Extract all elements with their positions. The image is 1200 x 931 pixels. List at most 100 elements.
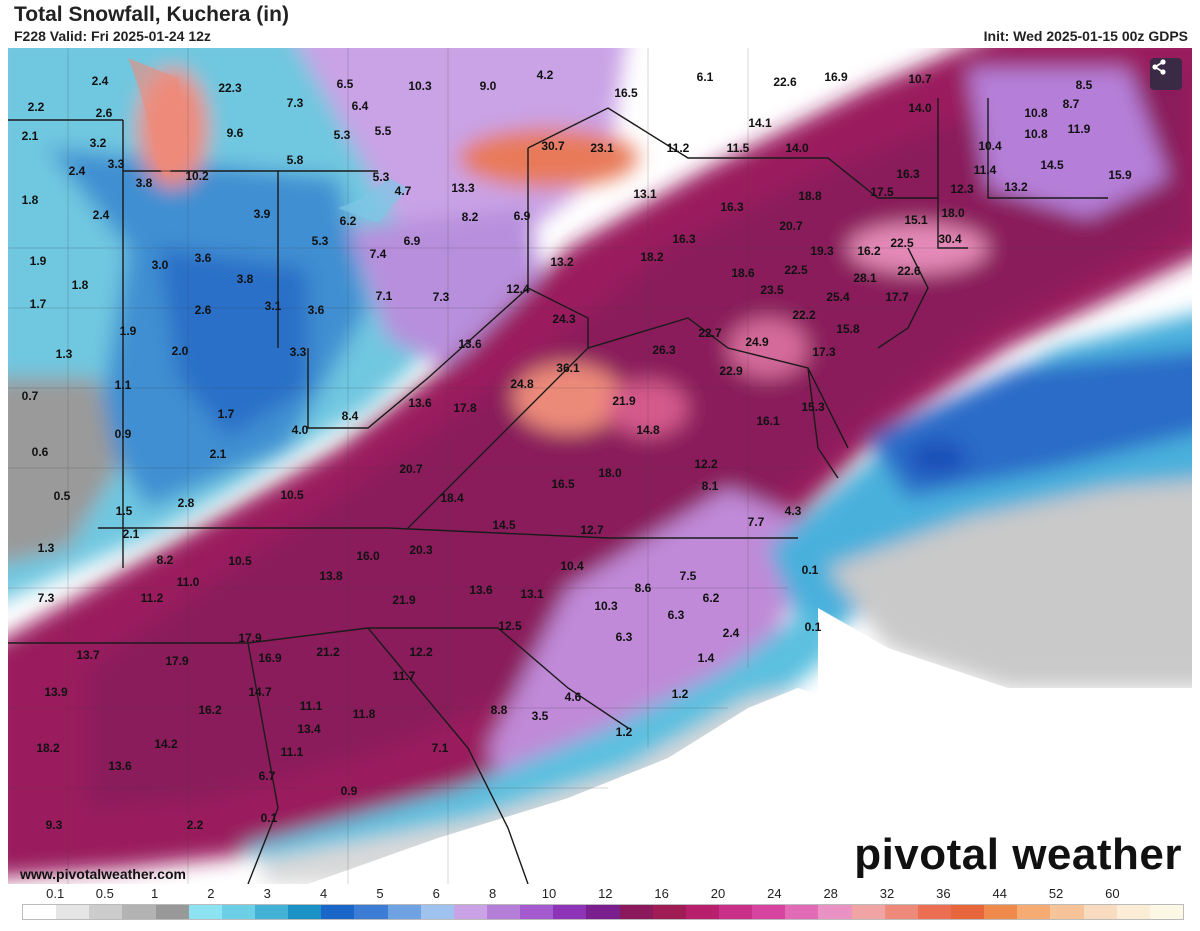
snowfall-value-label: 5.3 [311,234,329,248]
snowfall-value-label: 8.5 [1075,78,1093,92]
snowfall-value-label: 16.2 [857,244,881,258]
snowfall-value-label: 14.7 [248,685,272,699]
legend-swatch [321,905,355,919]
snowfall-value-label: 1.2 [615,725,633,739]
snowfall-value-label: 15.8 [836,322,860,336]
snowfall-value-label: 13.6 [469,583,493,597]
snowfall-value-label: 22.5 [784,263,808,277]
legend-swatch [984,905,1018,919]
legend-swatch [56,905,90,919]
snowfall-value-label: 20.7 [779,219,803,233]
snowfall-value-label: 13.8 [319,569,343,583]
legend-swatch [89,905,123,919]
snowfall-value-label: 16.3 [896,167,920,181]
legend-swatch [752,905,786,919]
snowfall-value-label: 6.5 [336,77,354,91]
snowfall-value-label: 3.3 [289,345,307,359]
legend-swatch [387,905,421,919]
legend-swatch [619,905,653,919]
site-url: www.pivotalweather.com [20,866,186,882]
snowfall-value-label: 22.6 [773,75,797,89]
snowfall-value-label: 13.9 [44,685,68,699]
legend-swatch [288,905,322,919]
legend-tick-label: 10 [541,886,557,901]
legend-tick-label: 24 [767,886,782,901]
init-time: Init: Wed 2025-01-15 00z GDPS [983,28,1188,44]
snowfall-value-label: 8.1 [701,479,719,493]
legend-tick-label: 44 [992,886,1007,901]
snowfall-value-label: 0.7 [21,389,39,403]
map-title: Total Snowfall, Kuchera (in) [14,3,289,26]
snowfall-value-label: 13.4 [297,722,321,736]
snowfall-value-label: 30.7 [541,139,565,153]
snowfall-value-label: 13.3 [451,181,475,195]
snowfall-value-label: 1.7 [217,407,235,421]
snowfall-map[interactable]: 22.3 2.4 2.2 2.6 2.1 3.2 9.6 7.3 6.5 6.4 5.3 5.5 10.… [8,48,1192,884]
snowfall-value-label: 10.5 [280,488,304,502]
legend-swatch [420,905,454,919]
snowfall-value-label: 6.2 [702,591,720,605]
snowfall-value-label: 6.7 [258,769,276,783]
snowfall-value-label: 18.2 [640,250,664,264]
legend-swatch [155,905,189,919]
snowfall-value-label: 19.3 [810,244,834,258]
snowfall-value-label: 12.2 [694,457,718,471]
snowfall-value-label: 11.8 [352,707,376,721]
snowfall-value-label: 13.2 [550,255,574,269]
snowfall-value-label: 12.5 [498,619,522,633]
snowfall-value-label: 2.1 [122,527,140,541]
snowfall-value-label: 11.0 [176,575,200,589]
snowfall-value-label: 9.0 [479,79,497,93]
snowfall-value-label: 7.1 [431,741,449,755]
legend-tick-label: 5 [376,886,384,901]
snowfall-value-label: 24.9 [745,335,769,349]
legend-swatch [685,905,719,919]
snowfall-value-label: 18.8 [798,189,822,203]
snowfall-value-label: 16.5 [551,477,575,491]
snowfall-value-label: 24.3 [552,312,576,326]
snowfall-value-label: 22.9 [719,364,743,378]
snowfall-value-label: 21.9 [612,394,636,408]
snowfall-value-label: 7.7 [747,515,765,529]
snowfall-value-label: 1.3 [37,541,55,555]
snowfall-value-label: 3.5 [531,709,549,723]
snowfall-value-label: 10.7 [908,72,932,86]
legend-tick-label: 1 [150,886,159,901]
legend-tick-label: 16 [654,886,669,901]
snowfall-value-label: 17.8 [453,401,477,415]
snowfall-value-label: 2.4 [91,74,109,88]
snowfall-value-label: 7.3 [432,290,450,304]
snowfall-value-label: 6.4 [351,99,369,113]
snowfall-value-label: 10.2 [185,169,209,183]
snowfall-value-label: 2.8 [177,496,195,510]
legend-swatch [785,905,819,919]
snowfall-value-label: 25.4 [826,290,850,304]
snowfall-value-label: 1.2 [671,687,689,701]
legend-swatch [917,905,951,919]
valid-time: F228 Valid: Fri 2025-01-24 12z [14,28,211,44]
snowfall-value-label: 3.8 [135,176,153,190]
snowfall-value-label: 0.1 [804,620,822,634]
snowfall-value-label: 3.9 [253,207,271,221]
snowfall-value-label: 13.6 [408,396,432,410]
snowfall-value-label: 22.2 [792,308,816,322]
snowfall-value-label: 18.0 [598,466,622,480]
snowfall-value-label: 9.6 [226,126,244,140]
snowfall-value-label: 18.4 [440,491,464,505]
snowfall-value-label: 1.5 [115,504,133,518]
snowfall-value-label: 6.9 [513,209,531,223]
snowfall-value-label: 16.3 [672,232,696,246]
snowfall-value-label: 10.3 [408,79,432,93]
snowfall-value-label: 6.3 [667,608,685,622]
snowfall-value-label: 4.3 [784,504,802,518]
snowfall-value-label: 7.4 [369,247,387,261]
snowfall-value-label: 11.7 [392,669,416,683]
snowfall-value-label: 1.8 [71,278,89,292]
share-button[interactable] [1150,58,1182,90]
legend-swatch [221,905,255,919]
legend-tick-label: 3 [263,886,271,901]
snowfall-value-label: 14.5 [492,518,516,532]
snowfall-value-label: 10.8 [1024,106,1048,120]
snowfall-value-label: 23.1 [590,141,614,155]
snowfall-value-label: 7.3 [37,591,55,605]
